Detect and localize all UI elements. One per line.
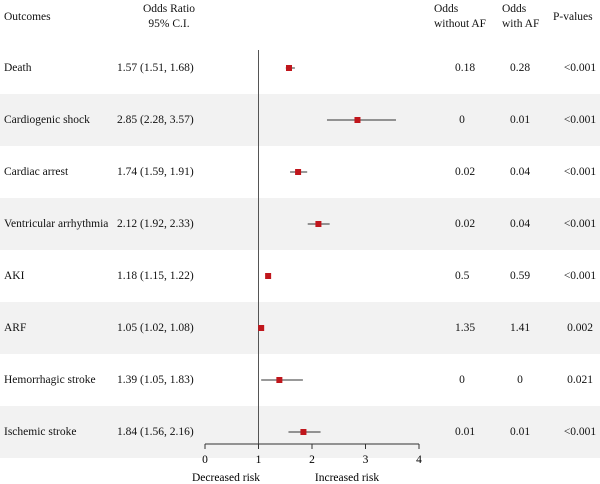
table-row: AKI 1.18 (1.15, 1.22) 0.5 0.59 <0.001 bbox=[0, 250, 600, 302]
x-tick-label: 4 bbox=[416, 454, 422, 466]
odds-with-af: 0.01 bbox=[509, 426, 531, 438]
p-value: 0.002 bbox=[567, 322, 593, 334]
p-value: <0.001 bbox=[563, 166, 597, 178]
x-tick-label: 2 bbox=[309, 454, 315, 466]
odds-ratio-marker bbox=[265, 273, 272, 279]
odds-with-af: 0.28 bbox=[509, 62, 531, 74]
header-pvalues: P-values bbox=[553, 11, 593, 23]
odds-ratio-ci: 1.39 (1.05, 1.83) bbox=[117, 374, 194, 386]
odds-ratio-ci: 1.05 (1.02, 1.08) bbox=[117, 322, 194, 334]
odds-without-af: 0 bbox=[459, 374, 465, 386]
outcome-label: Death bbox=[4, 62, 32, 74]
odds-with-af: 0 bbox=[517, 374, 523, 386]
header-outcomes: Outcomes bbox=[4, 11, 51, 23]
outcome-label: Cardiac arrest bbox=[4, 166, 69, 178]
odds-with-af: 0.04 bbox=[509, 218, 531, 230]
odds-ratio-marker bbox=[300, 429, 307, 435]
header-odds-without-af-line1: Odds bbox=[434, 3, 459, 15]
outcome-label: Hemorrhagic stroke bbox=[4, 374, 96, 386]
odds-with-af: 0.04 bbox=[509, 166, 531, 178]
outcome-label: Ischemic stroke bbox=[4, 426, 77, 438]
odds-with-af: 0.01 bbox=[509, 114, 531, 126]
odds-ratio-marker bbox=[295, 169, 302, 175]
forest-marks bbox=[258, 50, 396, 444]
p-value: 0.021 bbox=[567, 374, 593, 386]
x-tick-label: 3 bbox=[363, 454, 369, 466]
p-value: <0.001 bbox=[563, 270, 597, 282]
outcome-label: Ventricular arrhythmia bbox=[4, 218, 109, 230]
odds-ratio-marker bbox=[276, 377, 283, 383]
header-odds-ratio: Odds Ratio 95% C.I. bbox=[124, 2, 214, 32]
header-odds-with-af-line1: Odds bbox=[502, 3, 527, 15]
odds-ratio-ci: 2.85 (2.28, 3.57) bbox=[117, 114, 194, 126]
p-value: <0.001 bbox=[563, 426, 597, 438]
header-odds-with-af-line2: with AF bbox=[502, 18, 540, 30]
table-row: Death 1.57 (1.51, 1.68) 0.18 0.28 <0.001 bbox=[0, 42, 600, 94]
table-row: Hemorrhagic stroke 1.39 (1.05, 1.83) 0 0… bbox=[0, 354, 600, 406]
x-tick-label: 0 bbox=[202, 454, 208, 466]
odds-with-af: 1.41 bbox=[509, 322, 531, 334]
odds-without-af: 0.5 bbox=[455, 270, 470, 282]
p-value: <0.001 bbox=[563, 218, 597, 230]
odds-ratio-ci: 1.74 (1.59, 1.91) bbox=[117, 166, 194, 178]
x-tick-label: 1 bbox=[256, 454, 262, 466]
table-row: Ventricular arrhythmia 2.12 (1.92, 2.33)… bbox=[0, 198, 600, 250]
odds-ratio-marker bbox=[285, 65, 292, 71]
odds-ratio-ci: 2.12 (1.92, 2.33) bbox=[117, 218, 194, 230]
odds-without-af: 0 bbox=[459, 114, 465, 126]
odds-ratio-marker bbox=[258, 325, 265, 331]
header-odds-without-af: Odds without AF bbox=[434, 2, 486, 32]
decreased-risk-label: Decreased risk bbox=[192, 472, 260, 484]
p-value: <0.001 bbox=[563, 114, 597, 126]
odds-ratio-marker bbox=[315, 221, 322, 227]
increased-risk-label: Increased risk bbox=[315, 472, 379, 484]
table-row: ARF 1.05 (1.02, 1.08) 1.35 1.41 0.002 bbox=[0, 302, 600, 354]
header-odds-ratio-line2: 95% C.I. bbox=[148, 18, 190, 30]
odds-ratio-ci: 1.18 (1.15, 1.22) bbox=[117, 270, 194, 282]
header-odds-ratio-line1: Odds Ratio bbox=[142, 3, 196, 15]
outcome-label: AKI bbox=[4, 270, 25, 282]
p-value: <0.001 bbox=[563, 62, 597, 74]
table-row: Cardiogenic shock 2.85 (2.28, 3.57) 0 0.… bbox=[0, 94, 600, 146]
outcome-label: Cardiogenic shock bbox=[4, 114, 90, 126]
odds-ratio-ci: 1.57 (1.51, 1.68) bbox=[117, 62, 194, 74]
x-axis: 0 1 2 3 4 bbox=[202, 443, 422, 466]
odds-with-af: 0.59 bbox=[509, 270, 531, 282]
header-odds-with-af: Odds with AF bbox=[502, 2, 539, 32]
odds-ratio-ci: 1.84 (1.56, 2.16) bbox=[117, 426, 194, 438]
table-row: Cardiac arrest 1.74 (1.59, 1.91) 0.02 0.… bbox=[0, 146, 600, 198]
odds-ratio-marker bbox=[354, 117, 361, 123]
header-odds-without-af-line2: without AF bbox=[434, 18, 487, 30]
outcome-label: ARF bbox=[4, 322, 27, 334]
